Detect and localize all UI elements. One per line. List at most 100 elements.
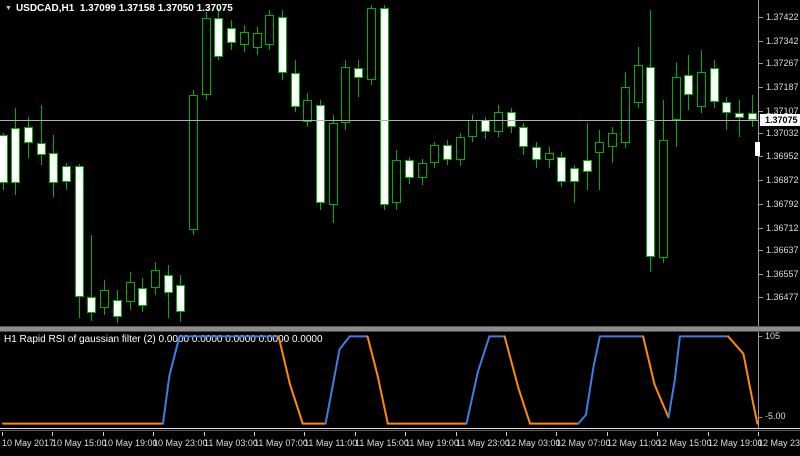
price-axis[interactable]: 1.37075 1.37422 1.37342 1.37267 1.37187 1.37…: [755, 0, 800, 429]
candle-body-bull: [671, 77, 681, 121]
candle-body-bear: [138, 288, 148, 306]
candle-body-bull: [430, 144, 440, 163]
price-label: 1.36792: [766, 199, 799, 209]
candle-body-bear: [519, 126, 529, 147]
price-tick: [759, 87, 763, 88]
time-label: 11 May 11:00: [304, 438, 358, 448]
candle-body-bear: [290, 72, 300, 107]
candle-body-bull: [125, 282, 135, 302]
candle-body-bear: [646, 67, 656, 257]
time-axis[interactable]: 10 May 2017 10 May 15:00 10 May 19:00 10 Ma…: [0, 431, 800, 456]
price-tick: [759, 274, 763, 275]
price-label: 1.36712: [766, 223, 799, 233]
price-tick: [759, 228, 763, 229]
indicator-line-blue: [667, 335, 681, 419]
time-tick: [506, 432, 507, 436]
bid-price-line: [0, 120, 758, 121]
candle-body-bear: [112, 299, 122, 318]
candle-body-bull: [150, 270, 160, 289]
chart-title-ohlc: 1.37099 1.37158 1.37050 1.37075: [79, 3, 233, 14]
candle-body-bear: [684, 75, 694, 95]
candle-body-bull: [544, 152, 554, 160]
time-label: 11 May 19:00: [405, 438, 459, 448]
candle-body-bear: [404, 160, 414, 178]
time-label: 12 May 11:00: [607, 438, 661, 448]
time-tick: [254, 432, 255, 436]
candle-wick: [751, 95, 753, 128]
indicator-line-blue: [577, 335, 601, 425]
time-tick: [204, 432, 205, 436]
price-label: 1.37107: [766, 106, 799, 116]
candle-body-bear: [316, 104, 325, 203]
candle-body-bear: [557, 157, 567, 182]
price-label: 1.37267: [766, 58, 799, 68]
indicator-scale-min: -5.00: [765, 411, 786, 421]
candle-body-bull: [303, 99, 313, 123]
indicator-scale-max: 105: [765, 331, 781, 341]
indicator-pane[interactable]: H1 Rapid RSI of gaussian filter (2) 0.00…: [0, 332, 758, 428]
candle-body-bull: [328, 123, 338, 206]
indicator-line-blue: [324, 335, 351, 425]
time-tick: [758, 432, 759, 436]
candle-body-bear: [735, 112, 745, 118]
indicator-line-orange: [503, 335, 531, 425]
time-label: 12 May 07:00: [556, 438, 611, 448]
time-tick: [556, 432, 557, 436]
candle-body-bear: [49, 152, 59, 183]
candle-body-bear: [481, 120, 491, 132]
time-label: 12 May 03:00: [506, 438, 561, 448]
price-tick: [759, 297, 763, 298]
axis-scroll-marker: [755, 142, 760, 156]
price-tick: [759, 250, 763, 251]
time-axis-border-dark: [0, 430, 800, 431]
candle-body-bull: [633, 64, 643, 103]
candle-body-bear: [87, 297, 97, 313]
time-label: 11 May 23:00: [456, 438, 510, 448]
candle-wick: [599, 130, 601, 190]
candle-body-bear: [214, 18, 224, 57]
price-label: 1.36637: [766, 245, 799, 255]
time-tick: [52, 432, 53, 436]
candle-body-bull: [658, 139, 668, 258]
candle-body-bear: [379, 8, 389, 206]
candle-body-bear: [709, 67, 719, 102]
time-label: 11 May 03:00: [204, 438, 258, 448]
time-label: 12 May 23:00: [758, 438, 800, 448]
window-separator[interactable]: [0, 326, 800, 332]
indicator-scale-tick: [758, 417, 762, 418]
indicator-line-orange: [642, 335, 670, 419]
candle-body-bear: [506, 112, 516, 127]
time-label: 10 May 15:00: [52, 438, 107, 448]
price-label: 1.36872: [766, 175, 799, 185]
candle-body-bear: [747, 112, 757, 120]
candle-wick: [586, 123, 588, 190]
candle-body-bull: [455, 136, 465, 160]
time-tick: [355, 432, 356, 436]
indicator-line-orange: [366, 335, 389, 425]
price-label: 1.37422: [766, 12, 799, 22]
time-label: 10 May 19:00: [103, 438, 158, 448]
price-label: 1.36952: [766, 151, 799, 161]
time-label: 10 May 23:00: [153, 438, 208, 448]
candle-body-bull: [252, 32, 262, 48]
time-label: 10 May 2017: [2, 438, 55, 448]
price-tick: [759, 17, 763, 18]
price-label: 1.37342: [766, 36, 799, 46]
current-price-box: 1.37075: [760, 114, 800, 126]
indicator-line-orange: [727, 335, 758, 425]
price-tick: [759, 156, 763, 157]
time-tick: [607, 432, 608, 436]
main-chart-area[interactable]: [0, 0, 758, 326]
candle-body-bull: [265, 15, 275, 45]
candle-body-bull: [620, 87, 630, 143]
candle-body-bear: [722, 101, 732, 113]
time-tick: [304, 432, 305, 436]
price-tick: [759, 111, 763, 112]
candle-body-bull: [189, 94, 198, 230]
time-label: 11 May 15:00: [355, 438, 409, 448]
price-tick: [759, 63, 763, 64]
symbol-dropdown-icon[interactable]: ▼: [5, 5, 12, 12]
time-label: 11 May 07:00: [254, 438, 308, 448]
time-tick: [103, 432, 104, 436]
